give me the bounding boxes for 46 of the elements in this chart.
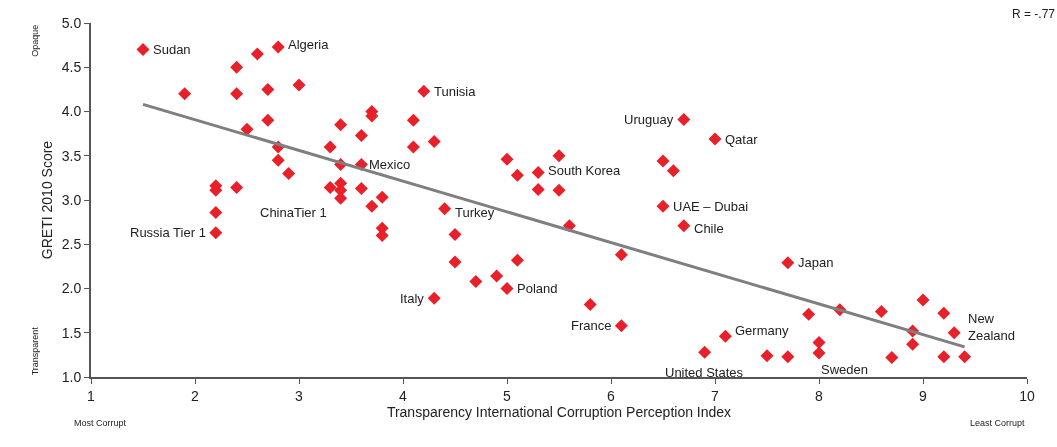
annotation: Poland — [517, 281, 558, 296]
annotation: Chile — [694, 221, 724, 236]
y-tick-label: 1.0 — [61, 368, 82, 385]
annotation: Italy — [400, 291, 425, 306]
y-tick-label: 3.5 — [61, 147, 82, 164]
x-tick-label: 1 — [87, 387, 96, 404]
text: Least Corrupt — [970, 418, 1026, 428]
annotation: Germany — [735, 323, 789, 338]
x-tick-label: 8 — [815, 387, 824, 404]
x-tick-label: 7 — [711, 387, 720, 404]
y-tick-label: 2.5 — [61, 236, 82, 253]
annotation: ChinaTier 1 — [260, 205, 327, 220]
text: Opaque — [29, 24, 40, 57]
x-tick-label: 10 — [1019, 387, 1035, 404]
annotation: Sudan — [153, 42, 191, 57]
annotation: United States — [665, 365, 744, 380]
y-tick-label: 3.0 — [61, 191, 82, 208]
x-axis-title: Transparency International Corruption Perception Index — [386, 403, 732, 420]
y-tick-label: 4.0 — [61, 103, 82, 120]
annotation: Sweden — [821, 362, 868, 377]
x-tick-label: 2 — [191, 387, 200, 404]
annotation: France — [571, 318, 612, 333]
y-tick-label: 4.5 — [61, 59, 82, 76]
y-tick-label: 2.0 — [61, 280, 82, 297]
y-axis-title: GRETI 2010 Score — [38, 140, 55, 260]
annotation: UAE – Dubai — [673, 199, 749, 214]
text: R = -.77 — [1012, 7, 1056, 21]
annotation: Russia Tier 1 — [130, 225, 206, 240]
x-tick-label: 5 — [503, 387, 512, 404]
annotation: New Zealand — [968, 311, 1015, 343]
annotation: Mexico — [369, 157, 411, 172]
y-tick-label: 1.5 — [61, 324, 82, 341]
text: Transparent — [30, 326, 41, 376]
x-tick-label: 9 — [919, 387, 928, 404]
x-tick-label: 6 — [607, 387, 616, 404]
annotation: South Korea — [548, 163, 622, 178]
annotation: Qatar — [725, 132, 759, 147]
x-tick-label: 4 — [399, 387, 408, 404]
annotation: Uruguay — [624, 112, 674, 127]
y-tick-label: 5.0 — [61, 14, 82, 31]
x-tick-label: 3 — [295, 387, 304, 404]
annotation: Turkey — [455, 205, 495, 220]
annotation: Algeria — [288, 37, 330, 52]
text: Most Corrupt — [74, 418, 127, 428]
annotation: Tunisia — [434, 84, 477, 99]
annotation: Japan — [798, 255, 834, 270]
